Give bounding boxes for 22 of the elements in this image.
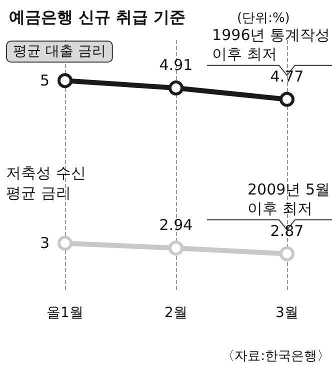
annotation: 1996년 통계작성 이후 최저 (212, 26, 330, 63)
point (168, 240, 184, 256)
data-label: 2.87 (270, 222, 304, 240)
point (280, 246, 294, 262)
data-label: 4.91 (159, 56, 193, 74)
text: 〈자료:한국은행〉 (222, 349, 330, 364)
x-tick-label: 2월 (164, 305, 188, 321)
point (58, 236, 72, 251)
data-label: 3 (40, 234, 50, 252)
point (58, 73, 72, 88)
annotation: 2009년 5월 이후 최저 (248, 180, 330, 218)
data-label: 2.94 (159, 216, 193, 234)
x-tick-label: 3월 (276, 305, 298, 321)
point (280, 92, 294, 107)
chart-title: 예금은행 신규 취급 기준 (9, 8, 186, 26)
point (168, 80, 184, 96)
text: 저축성 수신 평균 금리 (6, 164, 86, 202)
series-label: 평균 대출 금리 (13, 44, 106, 60)
data-label: 4.77 (270, 67, 304, 86)
data-label: 5 (40, 72, 50, 90)
chart-subtitle: (단위:%) (237, 11, 290, 26)
x-tick-label: 올1월 (46, 305, 84, 321)
